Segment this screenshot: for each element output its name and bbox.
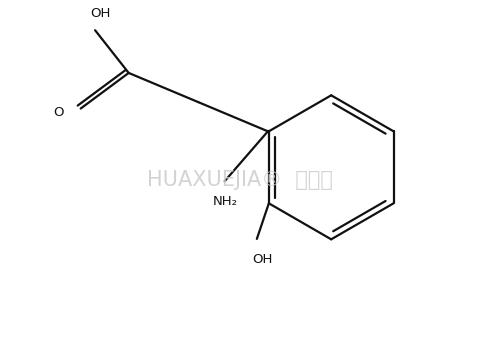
Text: O: O (53, 106, 64, 119)
Text: OH: OH (90, 6, 111, 20)
Text: OH: OH (252, 253, 273, 266)
Text: NH₂: NH₂ (213, 195, 238, 208)
Text: HUAXUEJIA®  化学加: HUAXUEJIA® 化学加 (147, 170, 333, 190)
